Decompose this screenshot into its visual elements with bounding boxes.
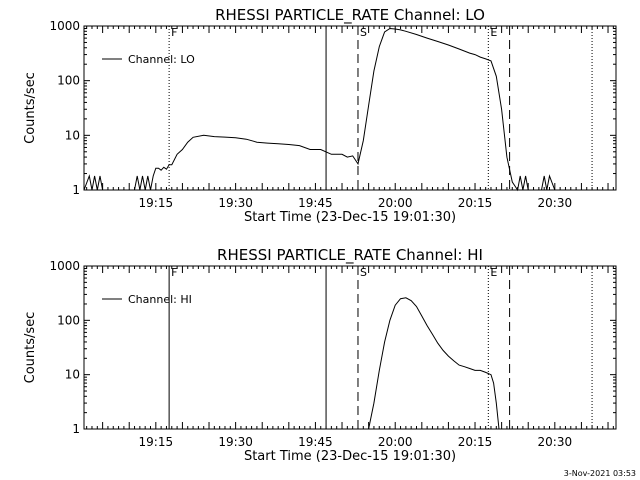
plot-frame	[83, 265, 617, 430]
plot-frame	[83, 25, 617, 191]
event-marker-label: E	[490, 266, 497, 279]
y-tick-label: 10	[65, 368, 80, 382]
y-tick-label: 100	[57, 74, 80, 88]
x-tick-label: 19:15	[139, 435, 174, 449]
event-marker-label: S	[360, 26, 367, 39]
y-tick-label: 1000	[49, 19, 80, 33]
series-line-0	[368, 297, 500, 430]
event-marker-label: F	[171, 26, 177, 39]
legend-entry: Channel: HI	[128, 293, 192, 306]
y-tick-label: 1000	[49, 259, 80, 273]
chart-title: RHESSI PARTICLE_RATE Channel: LO	[215, 6, 485, 25]
x-axis-label: Start Time (23-Dec-15 19:01:30)	[244, 449, 456, 464]
plot-timestamp: 3-Nov-2021 03:53	[564, 469, 636, 478]
chart-panel-0: RHESSI PARTICLE_RATE Channel: LO Start Ti…	[23, 6, 617, 225]
x-tick-label: 19:45	[298, 196, 333, 210]
x-tick-label: 20:15	[458, 435, 493, 449]
y-axis-label: Counts/sec	[23, 72, 38, 144]
event-marker-label: E	[490, 26, 497, 39]
legend-entry: Channel: LO	[128, 53, 195, 66]
chart-title: RHESSI PARTICLE_RATE Channel: HI	[217, 246, 483, 265]
x-tick-label: 19:45	[298, 435, 333, 449]
y-axis-label: Counts/sec	[23, 312, 38, 384]
event-marker-label: F	[171, 266, 177, 279]
y-tick-label: 1	[72, 422, 80, 436]
series-line-0	[83, 27, 582, 192]
x-tick-label: 19:30	[218, 196, 253, 210]
event-marker-label: S	[360, 266, 367, 279]
x-tick-label: 20:00	[378, 435, 413, 449]
x-tick-label: 20:00	[378, 196, 413, 210]
x-tick-label: 19:30	[218, 435, 253, 449]
x-tick-label: 20:30	[538, 196, 573, 210]
x-tick-label: 19:15	[139, 196, 174, 210]
chart-panel-1: RHESSI PARTICLE_RATE Channel: HI Start Ti…	[23, 246, 617, 464]
y-tick-label: 1	[72, 183, 80, 197]
y-tick-label: 100	[57, 313, 80, 327]
x-axis-label: Start Time (23-Dec-15 19:01:30)	[244, 210, 456, 225]
x-tick-label: 20:15	[458, 196, 493, 210]
x-tick-label: 20:30	[538, 435, 573, 449]
y-tick-label: 10	[65, 128, 80, 142]
